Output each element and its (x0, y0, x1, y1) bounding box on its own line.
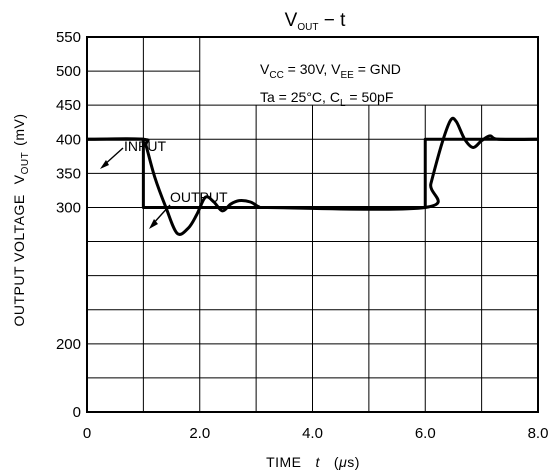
annotation-input: INPUT (124, 138, 166, 154)
y-tick-label: 300 (56, 199, 81, 216)
chart-title: VOUT − t (285, 10, 346, 33)
annotation-input-arrow (100, 147, 124, 169)
x-tick-label: 0 (83, 425, 91, 442)
y-tick-label: 550 (56, 29, 81, 46)
y-axis-label: OUTPUT VOLTAGEVOUT(mV) (11, 113, 31, 326)
y-tick-label: 500 (56, 63, 81, 80)
x-tick-label: 8.0 (528, 425, 549, 442)
series-lines (86, 116, 539, 236)
annotation-output: OUTPUT (170, 189, 228, 205)
y-tick-label: 450 (56, 97, 81, 114)
x-tick-labels: 0 2.0 4.0 6.0 8.0 (83, 425, 549, 442)
series-output-line (86, 116, 539, 236)
y-tick-label: 0 (73, 404, 81, 421)
y-tick-labels: 0 200 300 350 400 450 500 550 (56, 29, 81, 421)
condition-line-1: VCC = 30V, VEE = GND (260, 61, 401, 81)
condition-line-2: Ta = 25°C, CL = 50pF (260, 89, 393, 109)
x-tick-label: 4.0 (302, 425, 323, 442)
x-axis-label: TIME t (μs) (266, 454, 360, 470)
plot-frame (86, 36, 539, 413)
x-tick-label: 2.0 (189, 425, 210, 442)
y-tick-label: 200 (56, 336, 81, 353)
y-tick-label: 350 (56, 165, 81, 182)
annotation-output-arrow (149, 204, 171, 229)
x-tick-label: 6.0 (415, 425, 436, 442)
y-tick-label: 400 (56, 131, 81, 148)
